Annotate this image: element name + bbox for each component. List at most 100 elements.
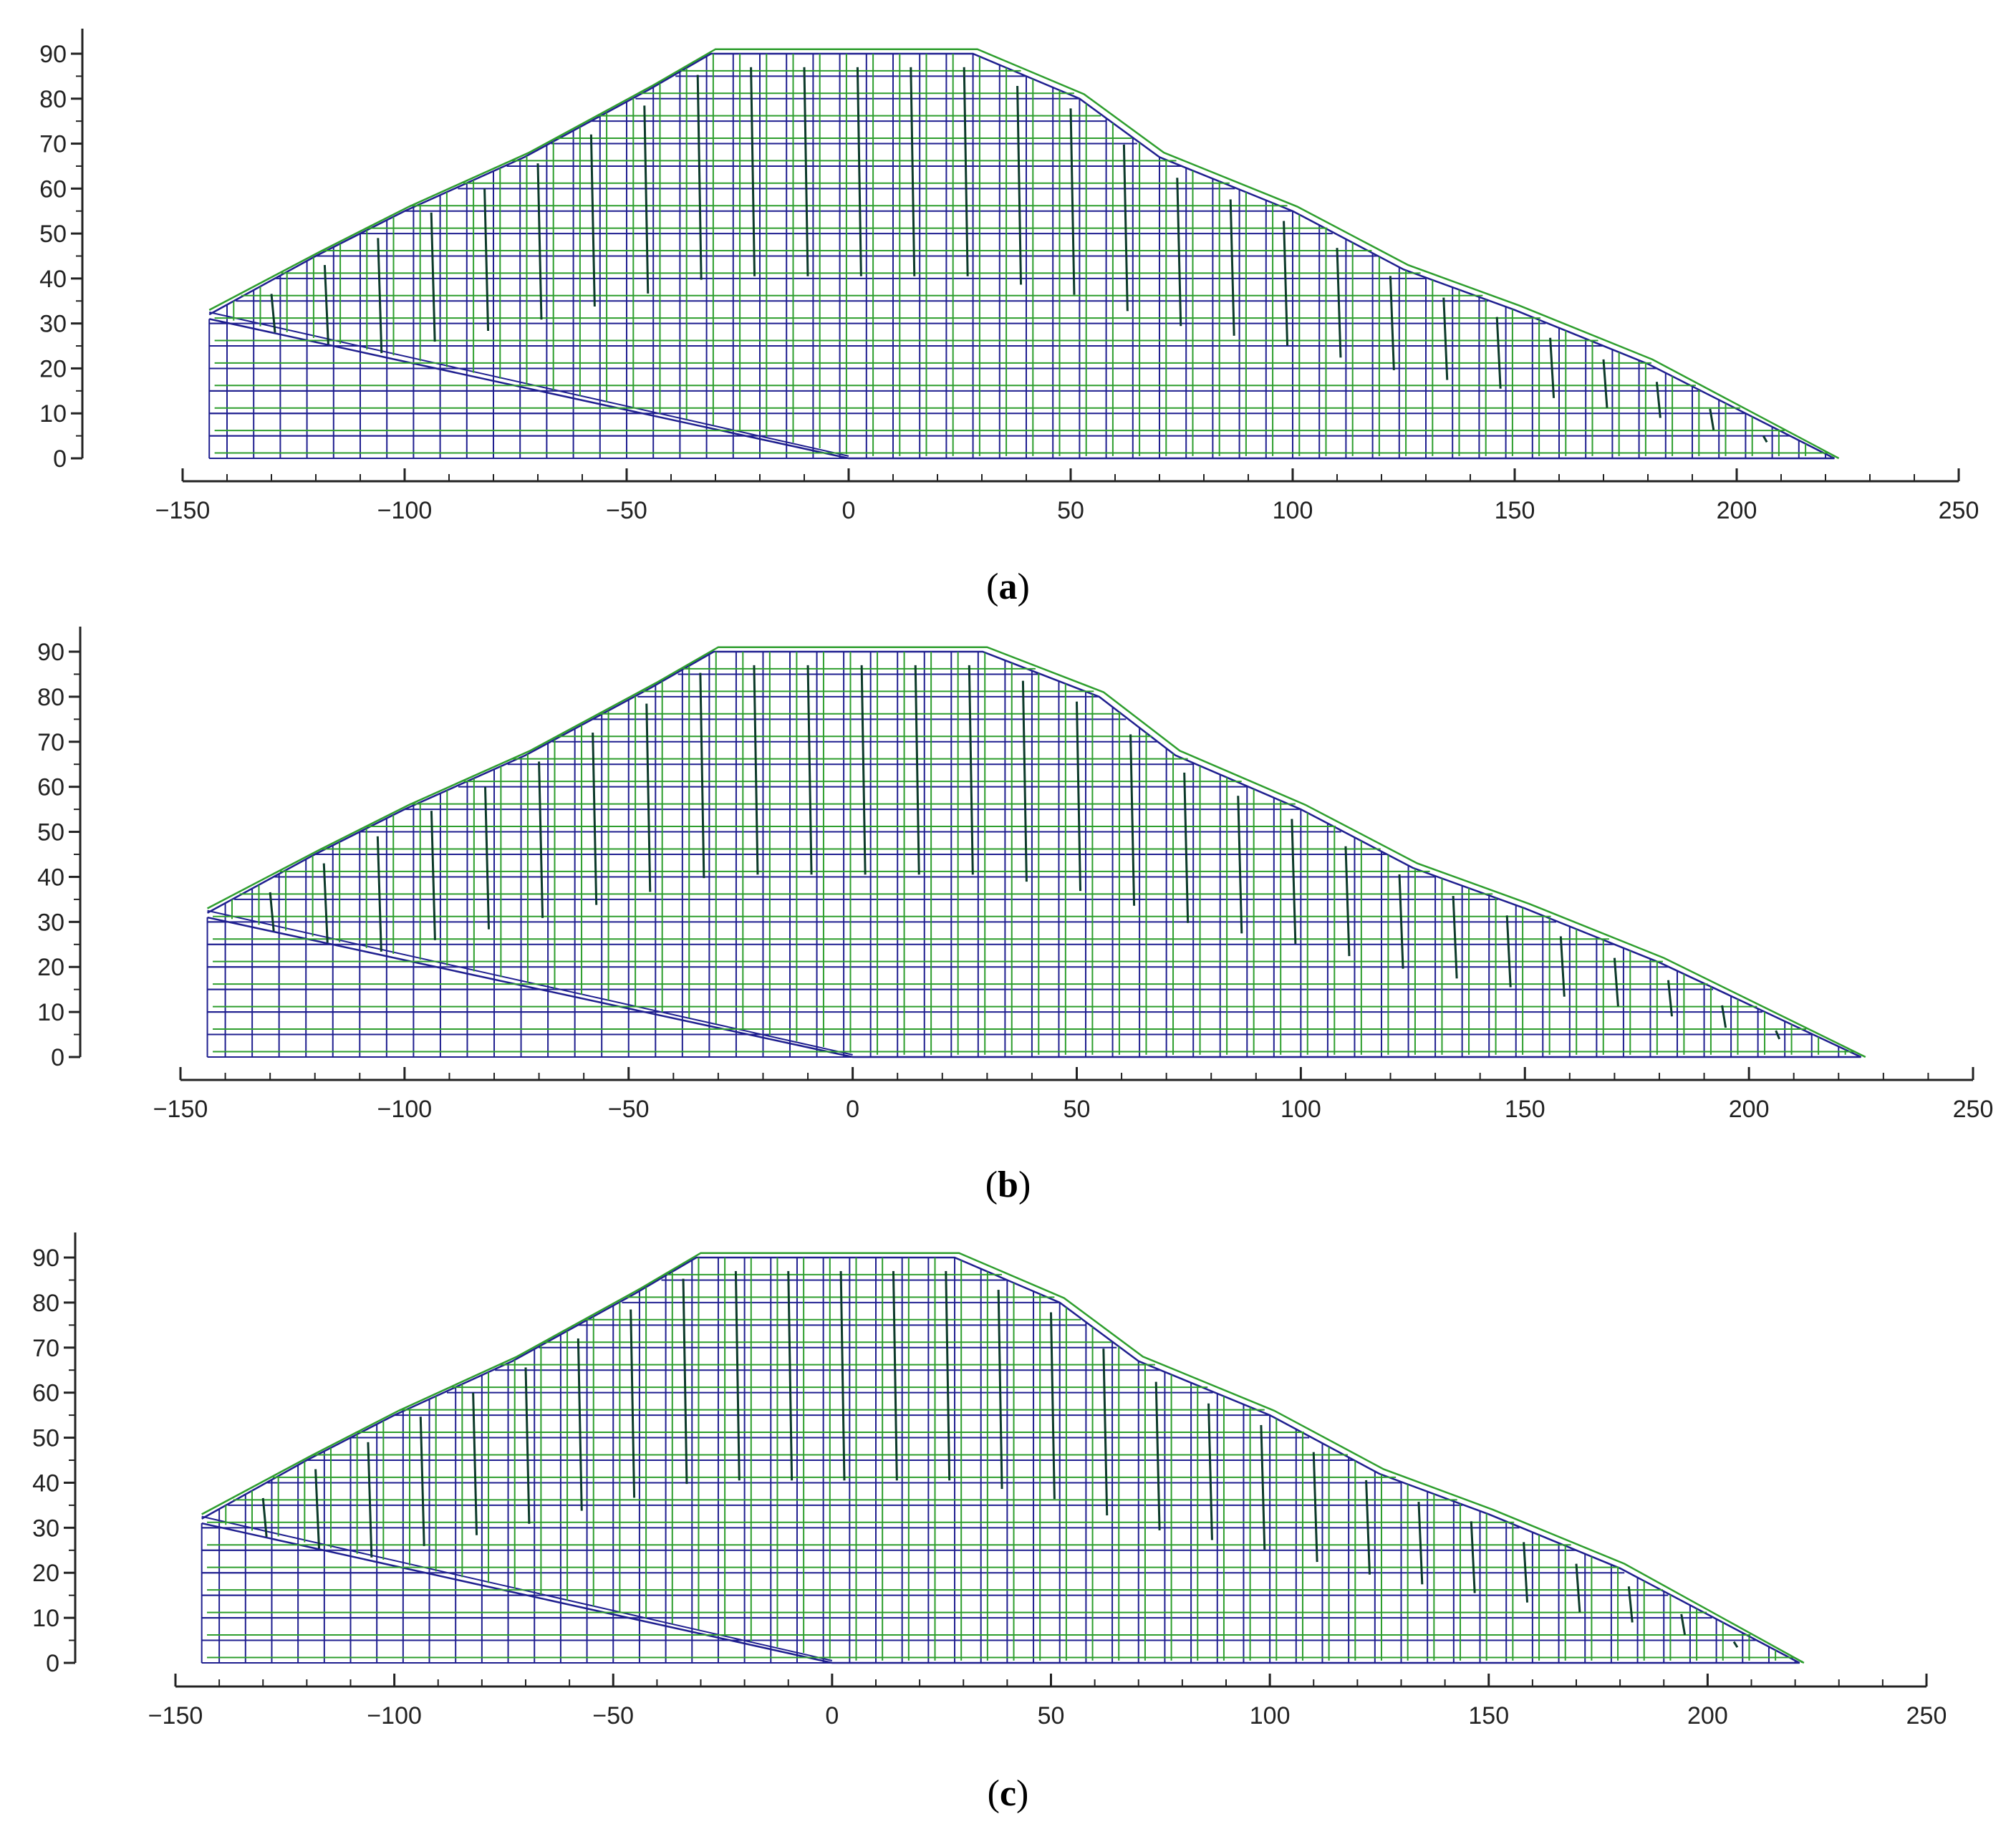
y-tick-label: 0 bbox=[53, 445, 67, 473]
displacement-vectors bbox=[261, 1270, 1739, 1649]
displacement-vector bbox=[856, 67, 862, 276]
x-tick-label: −100 bbox=[377, 1096, 433, 1123]
x-tick-label: 200 bbox=[1717, 497, 1757, 524]
x-tick-label: −150 bbox=[155, 497, 211, 524]
foundation-boundary-2 bbox=[201, 1515, 833, 1661]
deformed-mesh bbox=[201, 1252, 1805, 1664]
displacement-vector bbox=[472, 1392, 478, 1535]
displacement-vector bbox=[430, 212, 436, 342]
x-tick-label: 200 bbox=[1729, 1096, 1770, 1123]
y-tick-label: 50 bbox=[39, 221, 67, 248]
caption-a: (a) bbox=[986, 566, 1030, 607]
displacement-vector bbox=[914, 665, 920, 875]
x-tick-label: 200 bbox=[1687, 1702, 1728, 1729]
x-tick-label: −50 bbox=[608, 1096, 650, 1123]
displacement-vector bbox=[1495, 317, 1502, 389]
displacement-vector bbox=[806, 665, 813, 875]
original-mesh bbox=[201, 1256, 1800, 1664]
displacement-vector bbox=[643, 105, 650, 294]
displacement-vector bbox=[645, 703, 652, 892]
dam-outline bbox=[201, 1256, 1800, 1664]
axes: 0 10 20 30 40 50 60 70 80 90 −150 −100 −50 0 50 100 150 2… bbox=[37, 627, 1993, 1123]
displacement-vector bbox=[630, 1309, 636, 1498]
panel-a: 0 10 20 30 40 50 60 70 80 90 −150 −100 −50 0 50 100 150 2… bbox=[0, 0, 2016, 609]
displacement-vector bbox=[538, 761, 544, 918]
deformed-mesh bbox=[208, 48, 1840, 460]
displacement-vector bbox=[322, 863, 329, 943]
axes: 0 10 20 30 40 50 60 70 80 90 −150 −100 −50 0 50 100 150 2… bbox=[39, 29, 1979, 524]
displacement-vector bbox=[376, 836, 382, 952]
displacement-vector bbox=[750, 67, 756, 276]
displacement-vector bbox=[696, 74, 703, 280]
panel-c: 0 10 20 30 40 50 60 70 80 90 −150 −100 −50 0 50 100 150 2… bbox=[0, 1210, 2016, 1824]
y-tick-label: 40 bbox=[39, 266, 67, 293]
displacement-vector bbox=[1129, 734, 1136, 906]
displacement-vector bbox=[892, 1270, 898, 1481]
x-tick-label: 150 bbox=[1505, 1096, 1545, 1123]
displacement-vector bbox=[1613, 957, 1619, 1007]
displacement-vector bbox=[1602, 359, 1609, 408]
x-tick-label: −100 bbox=[367, 1702, 422, 1729]
x-tick-label: 0 bbox=[842, 497, 856, 524]
deformed-outline bbox=[208, 48, 1840, 460]
displacement-vector bbox=[377, 238, 383, 354]
displacement-vector bbox=[577, 1338, 583, 1511]
y-tick-label: 10 bbox=[32, 1605, 59, 1632]
x-tick-label: 100 bbox=[1250, 1702, 1291, 1729]
displacement-vector bbox=[1016, 85, 1023, 285]
displacement-vector bbox=[314, 1469, 320, 1549]
y-tick-label: 30 bbox=[39, 311, 67, 338]
displacement-vector bbox=[1176, 178, 1182, 327]
y-tick-label: 90 bbox=[39, 41, 67, 68]
displacement-vector bbox=[1283, 221, 1289, 346]
y-tick-label: 60 bbox=[32, 1380, 59, 1407]
x-tick-label: 250 bbox=[1953, 1096, 1994, 1123]
x-tick-label: 50 bbox=[1064, 1096, 1091, 1123]
displacement-vector bbox=[270, 294, 276, 333]
x-tick-label: −50 bbox=[606, 497, 647, 524]
x-tick-label: −150 bbox=[153, 1096, 208, 1123]
y-tick-label: 20 bbox=[32, 1560, 59, 1587]
y-tick-label: 30 bbox=[37, 909, 64, 936]
original-mesh bbox=[208, 52, 1835, 460]
displacement-vector bbox=[1312, 1452, 1318, 1563]
caption-a-letter: a bbox=[998, 566, 1018, 607]
x-tick-label: 150 bbox=[1495, 497, 1535, 524]
y-tick-label: 30 bbox=[32, 1515, 59, 1542]
y-tick-label: 70 bbox=[39, 131, 67, 158]
displacement-vector bbox=[1721, 1005, 1727, 1028]
deformed-outline bbox=[201, 1252, 1805, 1664]
x-tick-label: 250 bbox=[1906, 1702, 1947, 1729]
y-tick-label: 50 bbox=[37, 819, 64, 846]
displacement-vector bbox=[1260, 1424, 1266, 1550]
y-tick-label: 20 bbox=[39, 355, 67, 382]
foundation-boundary-2 bbox=[207, 909, 853, 1056]
displacement-vector bbox=[860, 665, 867, 875]
displacement-vector bbox=[1050, 1312, 1056, 1500]
dam-outline bbox=[206, 650, 1862, 1058]
panel-b: 0 10 20 30 40 50 60 70 80 90 −150 −100 −50 0 50 100 150 2… bbox=[0, 609, 2016, 1210]
displacement-vector bbox=[1237, 796, 1243, 934]
foundation-boundary bbox=[208, 318, 849, 460]
original-mesh bbox=[206, 650, 1862, 1058]
x-tick-label: 0 bbox=[825, 1702, 839, 1729]
deformed-mesh bbox=[206, 646, 1866, 1058]
caption-c-letter: c bbox=[999, 1773, 1017, 1814]
displacement-vector bbox=[1183, 772, 1190, 923]
y-tick-label: 60 bbox=[39, 175, 67, 203]
displacement-vector bbox=[1069, 108, 1076, 295]
mesh-chart-a: 0 10 20 30 40 50 60 70 80 90 −150 −100 −50 0 50 100 150 2… bbox=[39, 29, 1979, 524]
x-tick-label: 50 bbox=[1057, 497, 1084, 524]
y-tick-label: 90 bbox=[37, 639, 64, 666]
x-tick-label: −100 bbox=[377, 497, 433, 524]
displacement-vector bbox=[1627, 1586, 1634, 1623]
caption-b-letter: b bbox=[998, 1164, 1018, 1205]
displacement-vector bbox=[1505, 915, 1512, 988]
displacement-vector bbox=[261, 1497, 268, 1538]
foundation-boundary bbox=[201, 1522, 833, 1664]
displacement-vector bbox=[536, 163, 543, 320]
displacement-vector bbox=[682, 1278, 688, 1485]
displacement-vector bbox=[968, 665, 974, 875]
displacement-vector bbox=[699, 672, 705, 879]
displacement-vector bbox=[1021, 680, 1028, 882]
